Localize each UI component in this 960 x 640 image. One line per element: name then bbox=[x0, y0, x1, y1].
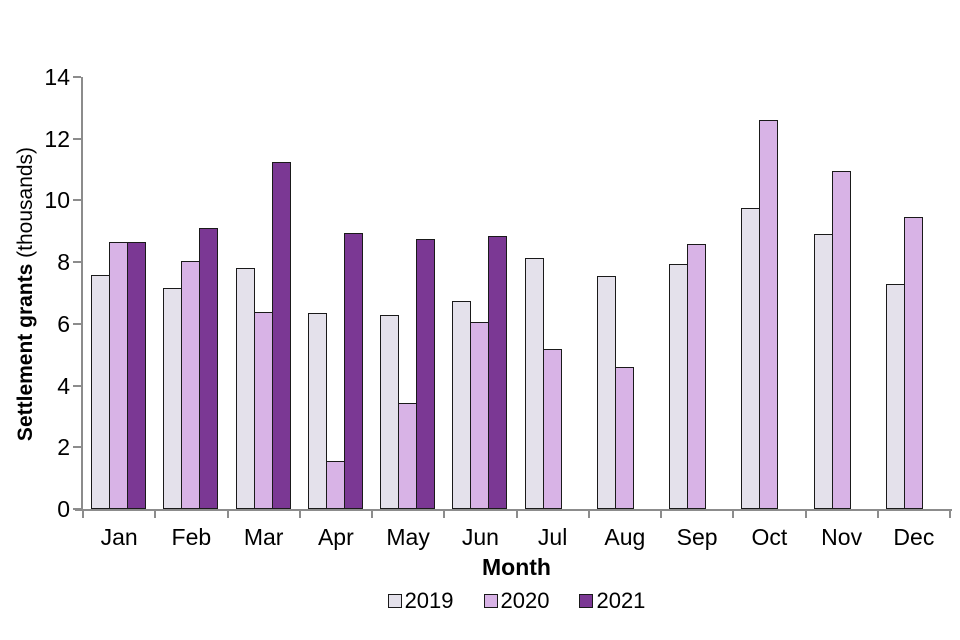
legend-item-2020: 2020 bbox=[483, 588, 550, 614]
bar-2021-feb bbox=[199, 228, 219, 509]
x-tick-label-sep: Sep bbox=[676, 524, 718, 550]
y-tick-12 bbox=[73, 137, 81, 140]
bar-2019-apr bbox=[307, 313, 327, 509]
bar-2020-mar bbox=[253, 311, 273, 509]
x-tick-7 bbox=[587, 511, 590, 518]
y-axis-title-main: Settlement grants bbox=[14, 263, 37, 442]
bar-2021-mar bbox=[271, 161, 291, 509]
bar-2021-apr bbox=[343, 232, 363, 509]
x-tick-label-jun: Jun bbox=[461, 524, 499, 550]
legend-swatch-2020 bbox=[483, 594, 498, 608]
y-tick-label-2: 2 bbox=[57, 434, 70, 461]
y-tick-0 bbox=[73, 508, 81, 510]
y-tick-8 bbox=[73, 261, 81, 264]
x-tick-label-jan: Jan bbox=[100, 524, 138, 550]
legend-label-2021: 2021 bbox=[596, 588, 646, 613]
x-tick-8 bbox=[660, 511, 662, 518]
legend-item-2019: 2019 bbox=[387, 588, 454, 614]
x-tick-9 bbox=[732, 511, 735, 518]
plot-area: Jan Feb Mar Apr May Jun Jul Aug Sep Oct Nov Dec bbox=[73, 76, 952, 549]
bar-2020-jan bbox=[109, 242, 128, 509]
x-tick-10 bbox=[804, 511, 807, 518]
x-tick-label-feb: Feb bbox=[171, 524, 212, 550]
bar-2019-jun bbox=[452, 300, 472, 509]
y-tick-label-10: 10 bbox=[44, 187, 70, 214]
bar-2020-sep bbox=[687, 243, 706, 509]
y-tick-label-14: 14 bbox=[44, 64, 70, 90]
x-tick-label-jul: Jul bbox=[537, 524, 568, 550]
bar-2021-jun bbox=[488, 235, 508, 509]
y-tick-14 bbox=[73, 76, 81, 78]
y-tick-label-6: 6 bbox=[57, 310, 70, 337]
bar-2019-feb bbox=[163, 288, 183, 509]
legend-item-2021: 2021 bbox=[579, 588, 645, 614]
y-tick-label-8: 8 bbox=[57, 249, 70, 276]
y-tick-6 bbox=[73, 322, 81, 325]
legend-label-2020: 2020 bbox=[500, 588, 550, 613]
x-tick-label-apr: Apr bbox=[317, 524, 354, 550]
y-tick-2 bbox=[73, 446, 81, 449]
x-axis-line bbox=[75, 509, 952, 511]
y-tick-label-4: 4 bbox=[57, 372, 70, 399]
x-tick-label-mar: Mar bbox=[243, 524, 284, 550]
x-tick-12 bbox=[949, 511, 951, 518]
x-tick-label-aug: Aug bbox=[604, 524, 646, 550]
x-tick-label-may: May bbox=[386, 524, 430, 550]
bar-2019-mar bbox=[235, 268, 255, 509]
bar-2020-may bbox=[398, 402, 417, 509]
bar-2019-oct bbox=[741, 208, 761, 509]
x-tick-11 bbox=[876, 511, 879, 518]
bar-2020-aug bbox=[614, 367, 634, 509]
x-tick-2 bbox=[226, 511, 229, 518]
legend-swatch-2019 bbox=[387, 594, 402, 608]
bar-2020-oct bbox=[759, 120, 779, 509]
bar-2019-jan bbox=[91, 274, 110, 509]
x-axis-title: Month bbox=[482, 554, 551, 580]
bar-2020-jun bbox=[470, 322, 490, 509]
bar-2019-aug bbox=[596, 276, 616, 509]
y-tick-label-12: 12 bbox=[44, 125, 70, 152]
x-tick-label-oct: Oct bbox=[751, 524, 788, 550]
y-tick-label-0: 0 bbox=[57, 496, 70, 522]
bar-2019-may bbox=[380, 314, 399, 509]
y-tick-10 bbox=[73, 199, 81, 202]
bar-2020-apr bbox=[325, 461, 345, 509]
bar-2021-may bbox=[416, 239, 435, 509]
legend: 2019 2020 2021 bbox=[83, 588, 950, 614]
x-tick-6 bbox=[515, 511, 518, 518]
legend-swatch-2021 bbox=[579, 594, 594, 608]
x-tick-label-dec: Dec bbox=[893, 524, 935, 550]
y-axis-line bbox=[81, 77, 83, 511]
bar-2020-feb bbox=[181, 260, 201, 509]
x-tick-5 bbox=[443, 511, 446, 518]
bar-2020-jul bbox=[542, 348, 562, 509]
bar-2019-jul bbox=[524, 257, 544, 509]
legend-label-2019: 2019 bbox=[404, 588, 454, 613]
bar-2019-sep bbox=[669, 263, 688, 509]
x-tick-0 bbox=[82, 511, 84, 518]
x-tick-1 bbox=[154, 511, 157, 518]
y-tick-4 bbox=[73, 384, 81, 387]
bar-2019-nov bbox=[813, 234, 833, 509]
x-tick-label-nov: Nov bbox=[821, 524, 863, 550]
bar-2020-nov bbox=[831, 171, 851, 509]
bar-2019-dec bbox=[885, 283, 905, 509]
bar-2021-jan bbox=[127, 242, 146, 509]
x-tick-4 bbox=[371, 511, 373, 518]
x-tick-3 bbox=[298, 511, 301, 518]
bar-2020-dec bbox=[903, 217, 923, 509]
